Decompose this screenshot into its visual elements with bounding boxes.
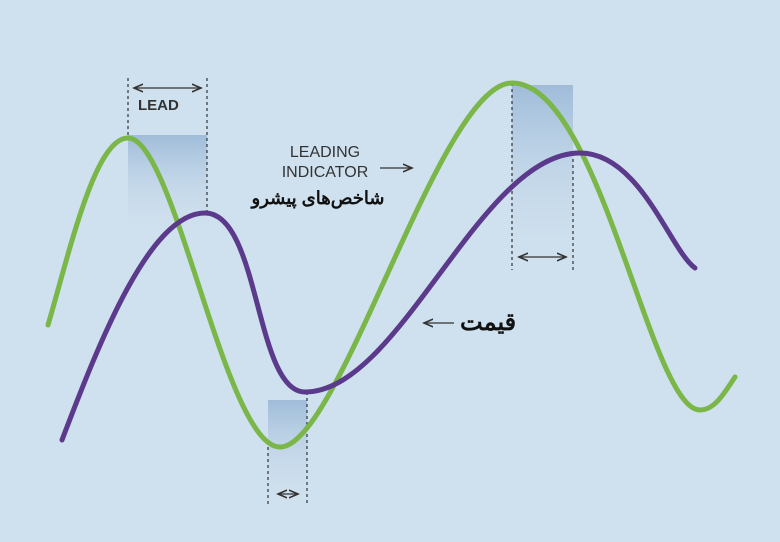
leading-indicator-line1: LEADING [289, 144, 361, 161]
dashed-guides [127, 78, 574, 505]
lead-label: LEAD [138, 97, 179, 114]
leading-indicator-label: LEADING INDICATOR [270, 143, 380, 183]
leading-indicator-line2: INDICATOR [281, 164, 369, 181]
price-label-fa: قیمت [460, 309, 517, 336]
leading-indicator-label-fa: شاخص‌های پیشرو [251, 188, 385, 208]
lead-region-1 [128, 135, 207, 235]
price-curve [59, 150, 698, 443]
lead-region-2 [268, 400, 307, 505]
leading-indicator-curve [45, 80, 738, 450]
lead-arrows [134, 88, 566, 494]
